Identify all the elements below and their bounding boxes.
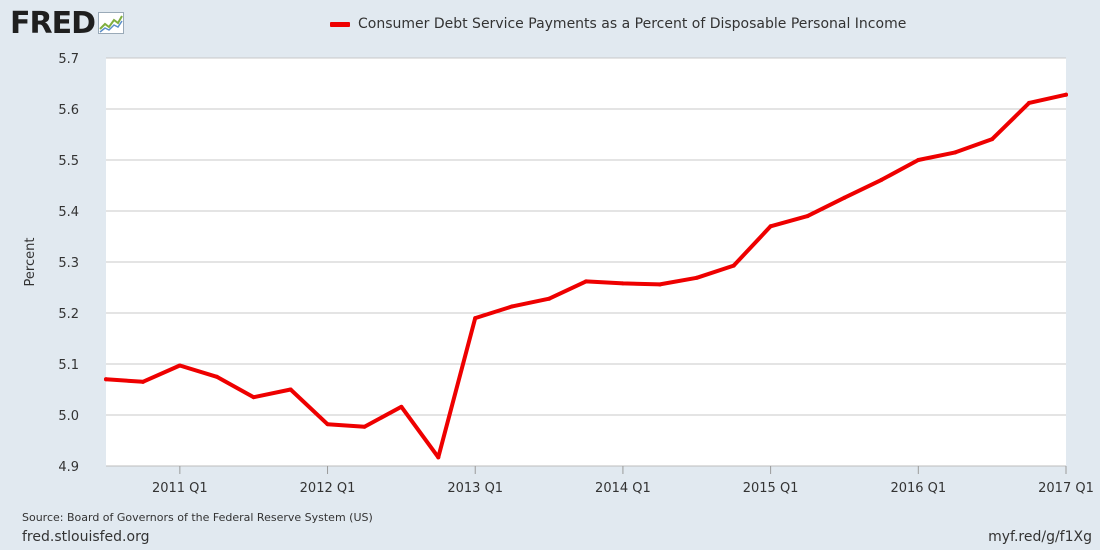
data-point[interactable] — [288, 387, 293, 392]
x-tick-label: 2016 Q1 — [890, 481, 946, 496]
data-point[interactable] — [325, 422, 330, 427]
y-axis-title: Percent — [23, 238, 38, 287]
data-point[interactable] — [916, 158, 921, 162]
data-point[interactable] — [990, 137, 995, 142]
fred-logo[interactable]: FRED — [10, 6, 124, 42]
y-tick-label: 5.1 — [58, 358, 79, 373]
data-point[interactable] — [584, 279, 588, 284]
data-point[interactable] — [473, 316, 478, 321]
chart-legend[interactable]: Consumer Debt Service Payments as a Perc… — [330, 14, 906, 34]
data-point[interactable] — [399, 404, 404, 409]
data-point[interactable] — [879, 177, 884, 182]
y-tick-label: 5.3 — [58, 256, 79, 271]
data-point[interactable] — [214, 374, 219, 379]
y-tick-label: 5.2 — [58, 307, 79, 322]
data-point[interactable] — [620, 281, 625, 286]
x-tick-label: 2012 Q1 — [300, 481, 356, 496]
data-point[interactable] — [842, 195, 847, 200]
data-point[interactable] — [140, 379, 145, 384]
y-tick-label: 4.9 — [58, 460, 79, 475]
x-tick-label: 2014 Q1 — [595, 481, 651, 496]
data-point[interactable] — [731, 263, 736, 268]
y-tick-label: 5.7 — [58, 52, 79, 67]
x-tick-label: 2011 Q1 — [152, 481, 208, 496]
x-tick-label: 2017 Q1 — [1038, 481, 1094, 496]
y-tick-label: 5.0 — [58, 409, 79, 424]
y-tick-label: 5.4 — [58, 205, 79, 220]
data-point[interactable] — [104, 377, 108, 382]
series-points — [104, 92, 1068, 460]
data-point[interactable] — [510, 304, 515, 309]
data-point[interactable] — [768, 224, 773, 229]
site-link[interactable]: fred.stlouisfed.org — [22, 529, 150, 545]
y-tick-label: 5.5 — [58, 154, 79, 169]
source-note: Source: Board of Governors of the Federa… — [22, 511, 373, 524]
short-link[interactable]: myf.red/g/f1Xg — [988, 529, 1092, 545]
x-tick-label: 2013 Q1 — [447, 481, 503, 496]
y-tick-label: 5.6 — [58, 103, 79, 118]
legend-series-label: Consumer Debt Service Payments as a Perc… — [358, 16, 907, 32]
y-axis-ticks: 4.9 5.0 5.1 5.2 5.3 5.4 5.5 5.6 5.7 — [58, 52, 79, 475]
data-point[interactable] — [177, 363, 182, 368]
data-point[interactable] — [1027, 100, 1032, 105]
data-point[interactable] — [251, 395, 256, 400]
gridlines — [106, 57, 1066, 467]
fred-logo-text: FRED — [10, 6, 96, 41]
data-point[interactable] — [436, 455, 441, 460]
legend-swatch — [330, 21, 350, 27]
fred-chart-icon — [98, 12, 124, 38]
x-axis-ticks: 2011 Q1 2012 Q1 2013 Q1 2014 Q1 2015 Q1 2016 … — [152, 466, 1094, 496]
data-point[interactable] — [1064, 92, 1068, 97]
x-tick-label: 2015 Q1 — [743, 481, 799, 496]
data-point[interactable] — [953, 150, 958, 155]
data-point[interactable] — [362, 424, 367, 429]
data-point[interactable] — [805, 214, 810, 219]
data-point[interactable] — [694, 275, 699, 280]
data-point[interactable] — [657, 282, 662, 287]
data-point[interactable] — [547, 296, 552, 301]
